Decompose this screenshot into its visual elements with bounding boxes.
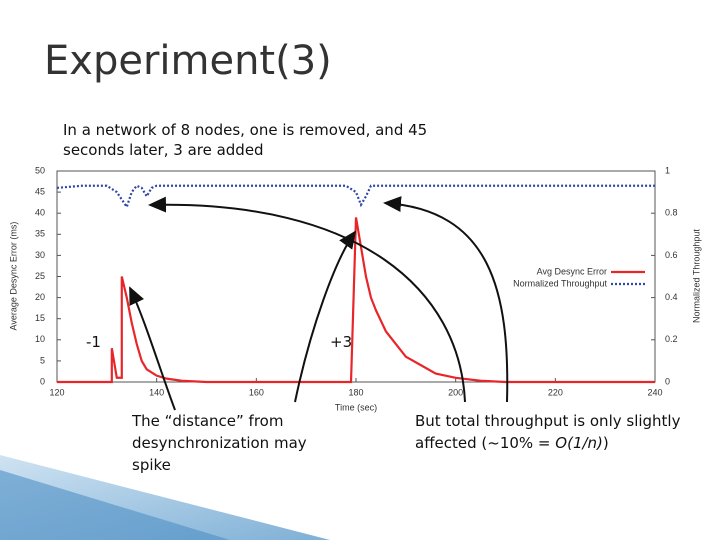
subtitle: In a network of 8 nodes, one is removed,… <box>63 121 428 159</box>
annotation-text: ) <box>602 434 609 452</box>
y2-tick-label: 0.4 <box>665 292 678 302</box>
y-tick-label: 35 <box>35 229 45 239</box>
y-tick-label: 15 <box>35 313 45 323</box>
y-tick-label: 10 <box>35 334 45 344</box>
x-tick-label: 200 <box>448 387 463 397</box>
annotation: +3 <box>330 333 353 351</box>
y2-tick-label: 0 <box>665 376 670 386</box>
y-tick-label: 50 <box>35 165 45 175</box>
arrow <box>294 230 357 403</box>
arrow <box>383 196 509 403</box>
y2-axis-label: Normalized Throughput <box>691 229 701 323</box>
y-tick-label: 40 <box>35 208 45 218</box>
arrow <box>129 286 176 411</box>
y-tick-label: 5 <box>40 355 45 365</box>
y2-tick-label: 0.6 <box>665 250 678 260</box>
y-axis-label: Average Desync Error (ms) <box>8 222 18 331</box>
x-tick-label: 180 <box>348 387 363 397</box>
y2-tick-label: 1 <box>665 165 670 175</box>
x-tick-label: 140 <box>149 387 164 397</box>
arrow <box>148 196 466 403</box>
annotation: -1 <box>86 333 101 351</box>
x-tick-label: 120 <box>49 387 64 397</box>
line <box>57 217 655 384</box>
x-tick-label: 160 <box>249 387 264 397</box>
legend-label: Normalized Throughput <box>513 278 607 288</box>
x-axis-label: Time (sec) <box>335 402 377 412</box>
slide-title: Experiment(3) <box>44 38 332 84</box>
annotation: But total throughput is only slightly af… <box>415 410 695 454</box>
y-tick-label: 45 <box>35 186 45 196</box>
y-tick-label: 0 <box>40 376 45 386</box>
annotation-text: But total throughput is only slightly af… <box>415 412 681 452</box>
annotation-text: O(1/n) <box>555 434 603 452</box>
plot-frame <box>56 170 656 383</box>
y-tick-label: 20 <box>35 292 45 302</box>
annotation: The “distance” from desynchronization ma… <box>132 412 307 474</box>
y-tick-label: 25 <box>35 271 45 281</box>
x-tick-label: 220 <box>548 387 563 397</box>
y2-tick-label: 0.8 <box>665 208 678 218</box>
y-tick-label: 30 <box>35 250 45 260</box>
legend-label: Avg Desync Error <box>537 266 607 276</box>
x-tick-label: 240 <box>647 387 662 397</box>
y2-tick-label: 0.2 <box>665 334 678 344</box>
decoration <box>0 470 230 540</box>
line <box>56 184 655 210</box>
